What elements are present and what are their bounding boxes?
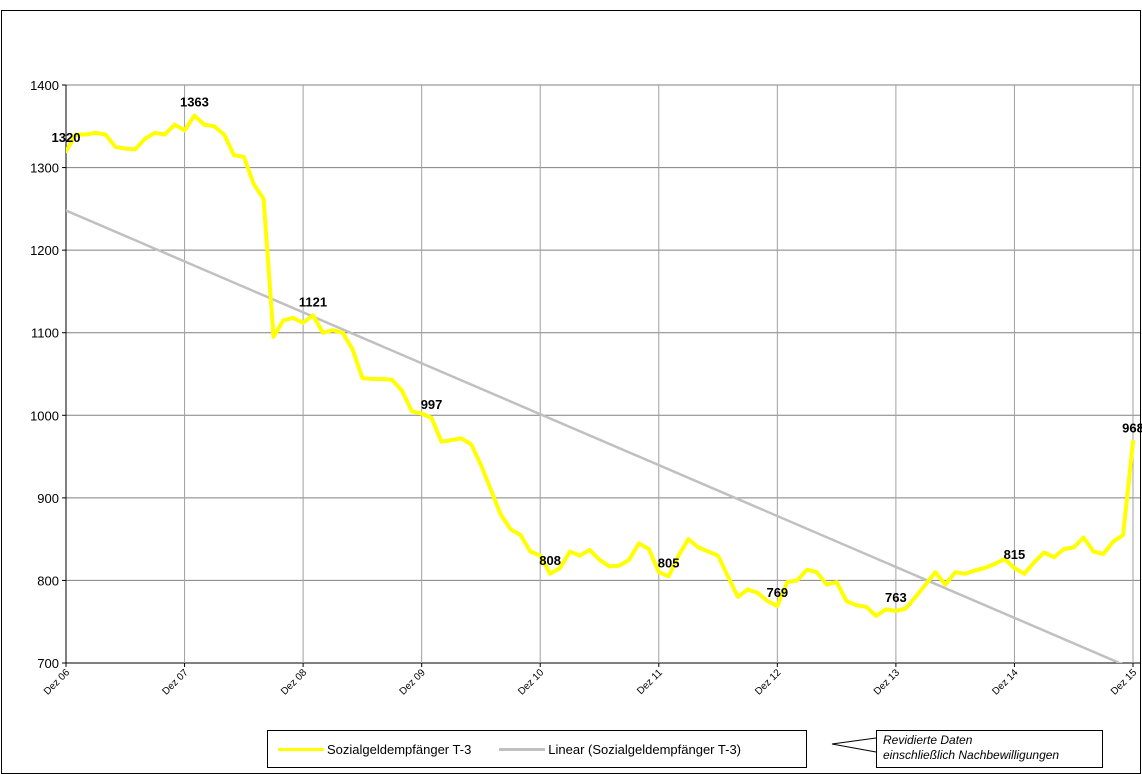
series-line-linear-trend xyxy=(66,209,1123,663)
x-tick-label: Dez 10 xyxy=(516,667,546,697)
annotation-line-2: einschließlich Nachbewilligungen xyxy=(883,748,1060,762)
y-tick-label: 1300 xyxy=(30,161,59,176)
y-tick-label: 800 xyxy=(37,573,59,588)
x-tick-label: Dez 07 xyxy=(160,667,190,697)
legend-label-sozialgeld: Sozialgeldempfänger T-3 xyxy=(327,741,472,757)
data-label: 815 xyxy=(1004,547,1026,562)
y-tick-label: 1000 xyxy=(30,408,59,423)
data-labels: 1320 1363 1121 997 808 805 769 763 815 968 xyxy=(52,95,1142,605)
data-label: 763 xyxy=(885,590,907,605)
callout-pointer xyxy=(831,737,877,753)
grid xyxy=(66,84,1140,664)
legend-item-sozialgeld: Sozialgeldempfänger T-3 xyxy=(278,742,471,757)
series-group xyxy=(66,113,1135,663)
data-label: 1363 xyxy=(180,95,209,110)
data-label: 1320 xyxy=(52,130,81,145)
legend-item-linear: Linear (Sozialgeldempfänger T-3) xyxy=(499,742,741,757)
x-axis: Dez 06 Dez 07 Dez 08 Dez 09 Dez 10 Dez 11 Dez … xyxy=(42,663,1139,698)
legend-swatch-linear xyxy=(499,747,546,751)
legend-label-linear: Linear (Sozialgeldempfänger T-3) xyxy=(548,741,741,757)
data-label: 805 xyxy=(658,555,680,570)
y-tick-label: 1100 xyxy=(31,326,59,341)
annotation-callout: Revidierte Daten einschließlich Nachbewi… xyxy=(876,730,1103,768)
x-tick-label: Dez 06 xyxy=(42,667,72,697)
y-axis: 700 800 900 1000 1100 1200 1300 1400 xyxy=(30,78,67,671)
data-label: 968 xyxy=(1122,421,1142,436)
y-tick-label: 1400 xyxy=(30,78,59,93)
y-tick-label: 1200 xyxy=(30,243,59,258)
data-label: 769 xyxy=(766,585,788,600)
annotation-line-1: Revidierte Daten xyxy=(883,733,973,747)
x-tick-label: Dez 15 xyxy=(1109,667,1139,697)
x-tick-label: Dez 09 xyxy=(398,667,428,697)
data-label: 808 xyxy=(539,553,561,568)
x-tick-label: Dez 08 xyxy=(279,667,309,697)
x-tick-label: Dez 14 xyxy=(990,667,1020,697)
x-tick-label: Dez 12 xyxy=(753,667,783,697)
data-label: 997 xyxy=(421,397,443,412)
data-label: 1121 xyxy=(299,294,327,309)
legend: Sozialgeldempfänger T-3 Linear (Sozialge… xyxy=(267,730,807,768)
y-tick-label: 900 xyxy=(37,491,59,506)
x-tick-label: Dez 11 xyxy=(635,667,665,697)
legend-swatch-sozialgeld xyxy=(278,747,324,751)
y-tick-label: 700 xyxy=(37,656,59,671)
series-line-sozialgeld xyxy=(66,113,1135,618)
x-tick-label: Dez 13 xyxy=(872,667,902,697)
